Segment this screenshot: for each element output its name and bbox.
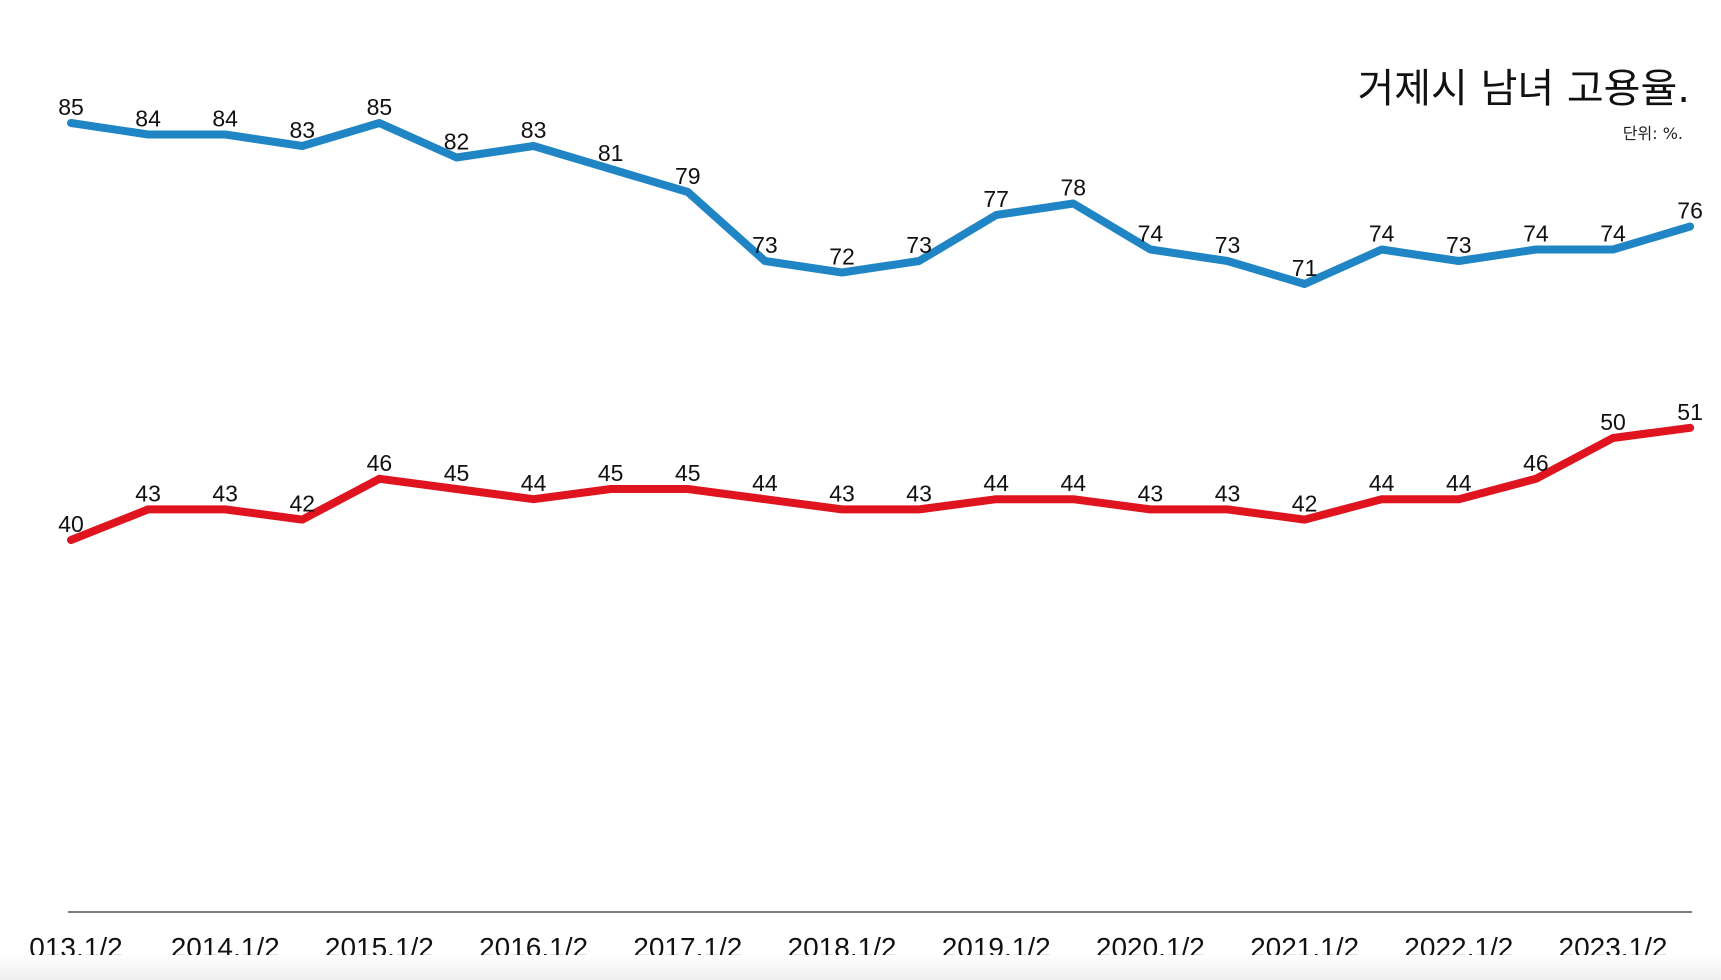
data-label: 78	[1061, 175, 1087, 201]
data-label: 44	[521, 470, 547, 496]
data-label: 46	[1523, 450, 1549, 476]
data-label: 42	[1292, 491, 1318, 517]
data-label: 43	[1215, 480, 1241, 506]
data-label-layer: 85 84 84 83 85 82 83 81 79 73 72 73 77 78 74 73 71 74 73 74…	[58, 94, 1703, 537]
data-label: 44	[983, 470, 1009, 496]
data-label: 82	[444, 129, 470, 155]
data-label: 83	[521, 117, 547, 143]
data-label: 73	[906, 232, 932, 258]
data-label: 74	[1523, 221, 1549, 247]
data-label: 73	[1215, 232, 1241, 258]
chart-title: 거제시 남녀 고용율.	[1357, 66, 1690, 112]
data-label: 44	[752, 470, 778, 496]
data-label: 43	[1138, 480, 1164, 506]
data-label: 43	[135, 480, 161, 506]
data-label: 74	[1138, 221, 1164, 247]
data-label: 44	[1061, 470, 1087, 496]
data-label: 43	[212, 480, 238, 506]
data-label: 50	[1600, 409, 1626, 435]
data-label: 71	[1292, 255, 1318, 281]
data-label: 46	[367, 450, 393, 476]
data-label: 74	[1369, 221, 1395, 247]
data-label: 77	[983, 186, 1009, 212]
data-label: 84	[135, 106, 161, 132]
series-line-female	[67, 423, 1695, 544]
series-layer	[67, 119, 1695, 544]
data-label: 85	[58, 94, 84, 120]
data-label: 51	[1677, 399, 1703, 425]
unit-note: 단위: %.	[1623, 124, 1683, 143]
data-label: 45	[598, 460, 624, 486]
data-label: 79	[675, 163, 701, 189]
data-label: 44	[1369, 470, 1395, 496]
data-label: 83	[290, 117, 316, 143]
data-label: 45	[675, 460, 701, 486]
series-line-male	[67, 119, 1695, 288]
data-label: 76	[1677, 198, 1703, 224]
data-label: 85	[367, 94, 393, 120]
data-label: 42	[290, 491, 316, 517]
data-label: 40	[58, 511, 84, 537]
data-label: 44	[1446, 470, 1472, 496]
data-label: 45	[444, 460, 470, 486]
data-label: 43	[829, 480, 855, 506]
data-label: 72	[829, 244, 855, 270]
data-label: 43	[906, 480, 932, 506]
data-label: 74	[1600, 221, 1626, 247]
data-label: 73	[1446, 232, 1472, 258]
data-label: 84	[212, 106, 238, 132]
data-label: 81	[598, 140, 624, 166]
data-label: 73	[752, 232, 778, 258]
bottom-gradient-band	[0, 955, 1721, 980]
